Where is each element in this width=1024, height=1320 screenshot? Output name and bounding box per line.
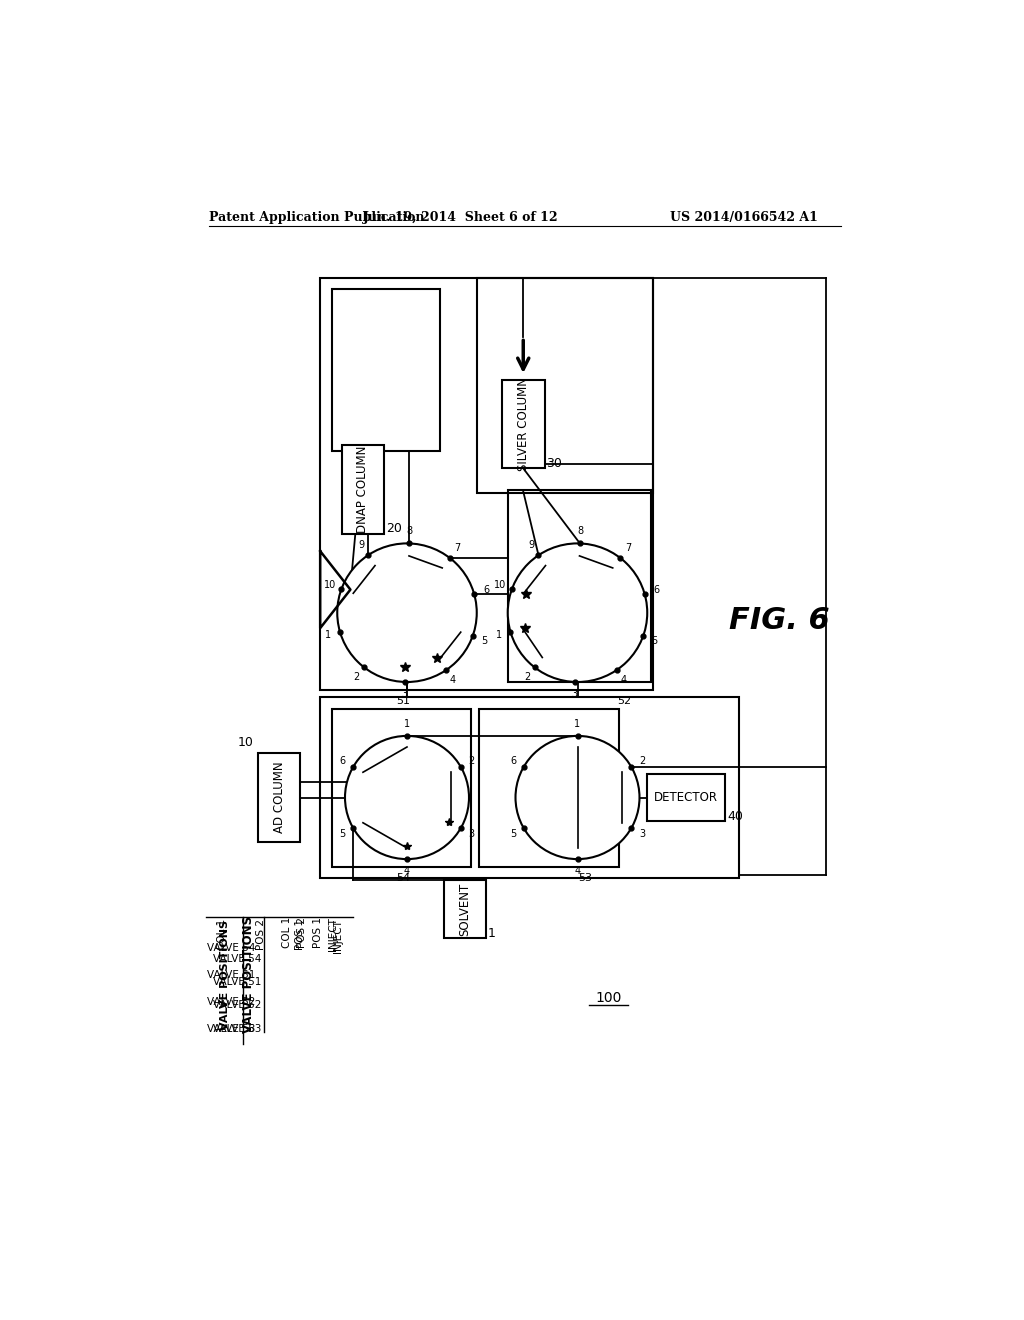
Text: COL 1: COL 1: [217, 919, 227, 950]
Text: 4: 4: [450, 676, 456, 685]
Text: 1: 1: [496, 630, 502, 640]
Bar: [479, 709, 618, 867]
Text: 8: 8: [578, 527, 584, 536]
Text: 9: 9: [528, 540, 535, 550]
Text: 100: 100: [595, 991, 622, 1005]
Text: FIG. 6: FIG. 6: [729, 606, 829, 635]
Text: VALVE 52: VALVE 52: [213, 1001, 261, 1010]
Text: 2: 2: [639, 755, 645, 766]
Bar: [647, 775, 725, 821]
Text: 5: 5: [510, 829, 516, 840]
Circle shape: [508, 544, 647, 682]
Circle shape: [345, 737, 469, 859]
Text: 10: 10: [238, 737, 254, 750]
Text: 6: 6: [653, 585, 659, 595]
Text: SOLVENT: SOLVENT: [459, 883, 472, 936]
Text: INJECT: INJECT: [334, 919, 343, 953]
Text: VALVE 53: VALVE 53: [213, 1023, 261, 1034]
Text: 51: 51: [396, 696, 411, 706]
Text: 4: 4: [574, 866, 581, 876]
Text: 5: 5: [651, 636, 657, 645]
Text: VALVE 54: VALVE 54: [207, 942, 255, 953]
Text: 1: 1: [488, 927, 496, 940]
Text: 2: 2: [353, 672, 359, 682]
Text: 1: 1: [574, 718, 581, 729]
Text: 5: 5: [481, 636, 487, 645]
Text: VALVE 54: VALVE 54: [213, 954, 261, 964]
Text: COL 1: COL 1: [282, 917, 292, 948]
Text: 9: 9: [358, 540, 365, 550]
Bar: [332, 289, 440, 451]
Circle shape: [515, 737, 640, 859]
Text: 54: 54: [396, 873, 411, 883]
Text: 4: 4: [403, 866, 410, 876]
Text: SILVER COLUMN: SILVER COLUMN: [517, 378, 529, 471]
Text: POS 2: POS 2: [297, 917, 307, 948]
Text: POS 1: POS 1: [295, 919, 304, 950]
Bar: [508, 490, 651, 682]
Text: 7: 7: [625, 544, 631, 553]
Text: POS 2: POS 2: [256, 919, 266, 950]
Text: AD COLUMN: AD COLUMN: [272, 762, 286, 833]
Text: 3: 3: [571, 689, 578, 700]
Text: VALVE POSITIONS: VALVE POSITIONS: [220, 920, 229, 1030]
Bar: [443, 880, 486, 939]
Text: 1: 1: [325, 630, 331, 640]
Text: VALVE 52: VALVE 52: [207, 997, 255, 1007]
Text: 40: 40: [727, 810, 743, 822]
Text: Patent Application Publication: Patent Application Publication: [209, 211, 425, 224]
Bar: [321, 697, 738, 878]
Bar: [258, 754, 300, 842]
Text: 6: 6: [340, 755, 346, 766]
Text: 2: 2: [524, 672, 530, 682]
Bar: [321, 277, 653, 689]
Bar: [332, 709, 471, 867]
Text: VALVE 51: VALVE 51: [213, 977, 261, 987]
Text: Jun. 19, 2014  Sheet 6 of 12: Jun. 19, 2014 Sheet 6 of 12: [364, 211, 559, 224]
Text: VALVE 51: VALVE 51: [207, 970, 255, 979]
Text: 3: 3: [639, 829, 645, 840]
Text: 6: 6: [510, 755, 516, 766]
Text: VALVE 53: VALVE 53: [207, 1023, 255, 1034]
Bar: [502, 380, 545, 469]
Text: 52: 52: [616, 696, 631, 706]
Text: 3: 3: [401, 689, 408, 700]
Text: 3: 3: [468, 829, 474, 840]
Text: DNAP COLUMN: DNAP COLUMN: [356, 446, 370, 533]
Circle shape: [337, 544, 477, 682]
Text: 6: 6: [483, 585, 489, 595]
Text: INJECT: INJECT: [329, 917, 338, 950]
Text: DETECTOR: DETECTOR: [654, 791, 718, 804]
Text: 2: 2: [468, 755, 474, 766]
Text: 4: 4: [621, 676, 627, 685]
Text: 8: 8: [407, 527, 413, 536]
Text: 1: 1: [403, 718, 410, 729]
Text: 10: 10: [495, 579, 507, 590]
Text: 10: 10: [324, 579, 336, 590]
Text: VALVE POSITIONS: VALVE POSITIONS: [242, 916, 255, 1034]
Text: 30: 30: [546, 457, 562, 470]
Text: POS 1: POS 1: [313, 917, 323, 948]
Text: 53: 53: [579, 873, 592, 883]
Text: 20: 20: [386, 523, 401, 536]
Text: 7: 7: [455, 544, 461, 553]
Bar: [342, 445, 384, 533]
Text: US 2014/0166542 A1: US 2014/0166542 A1: [670, 211, 818, 224]
Bar: [477, 277, 653, 494]
Text: 5: 5: [339, 829, 346, 840]
